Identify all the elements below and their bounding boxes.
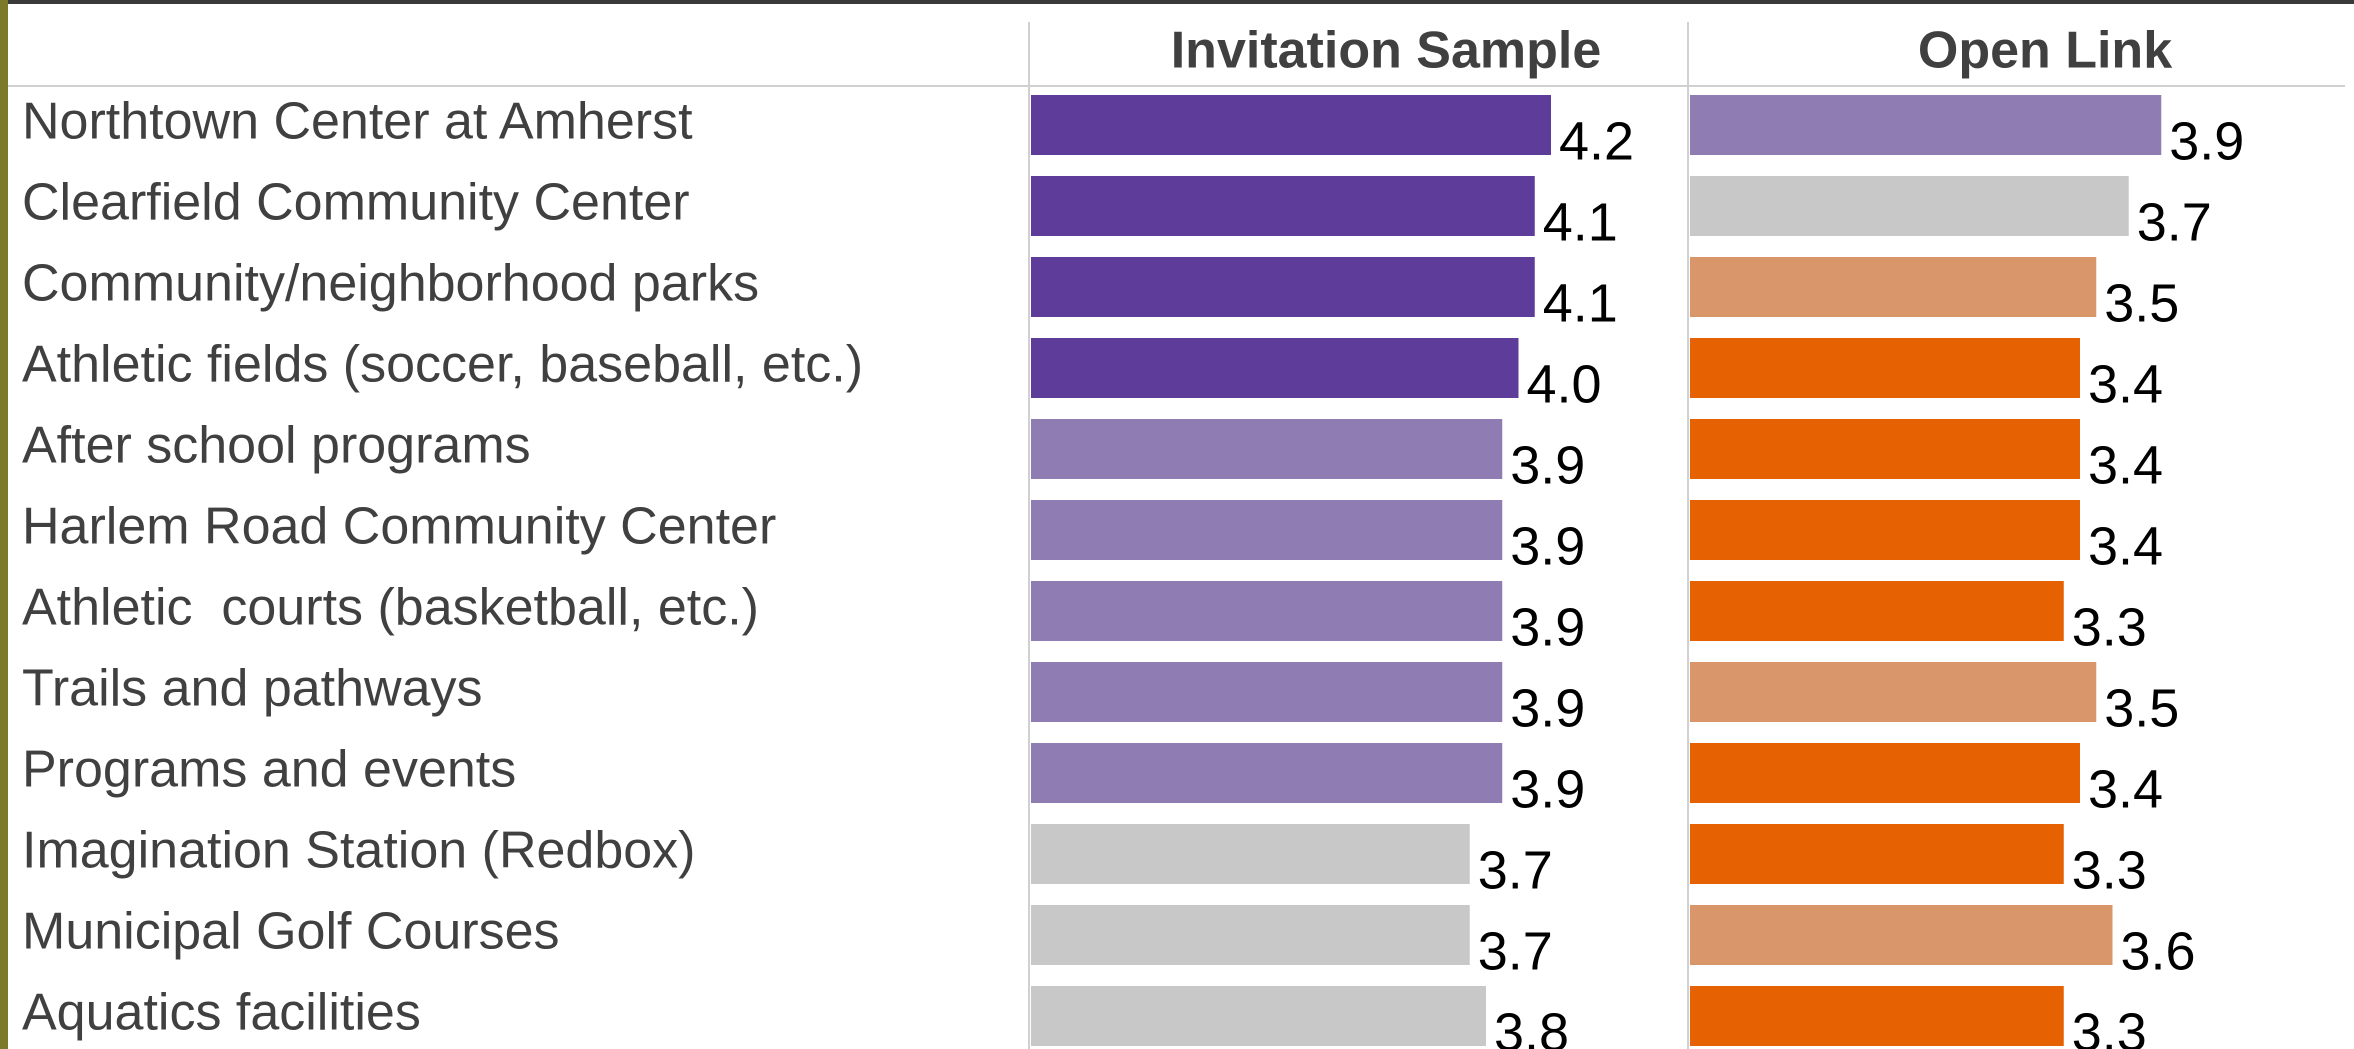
data-label: 4.2 bbox=[1559, 111, 1634, 171]
data-label: 3.8 bbox=[1494, 1002, 1569, 1049]
bar bbox=[1031, 338, 1519, 398]
category-label: Athletic courts (basketball, etc.) bbox=[22, 579, 759, 637]
data-label: 3.9 bbox=[1510, 516, 1585, 576]
bar bbox=[1690, 500, 2080, 560]
data-label: 3.9 bbox=[1510, 435, 1585, 495]
data-label: 3.4 bbox=[2088, 759, 2163, 819]
top-border bbox=[0, 0, 2354, 4]
category-label: Athletic fields (soccer, baseball, etc.) bbox=[22, 336, 863, 394]
data-label: 3.7 bbox=[1478, 921, 1553, 981]
series-header: Invitation Sample bbox=[1171, 22, 1602, 80]
category-label: Harlem Road Community Center bbox=[22, 498, 776, 556]
bar bbox=[1690, 257, 2097, 317]
data-label: 4.1 bbox=[1543, 273, 1618, 333]
category-label: Clearfield Community Center bbox=[22, 174, 690, 232]
category-label: Trails and pathways bbox=[22, 660, 483, 718]
bar bbox=[1031, 176, 1535, 236]
data-label: 3.5 bbox=[2104, 678, 2179, 738]
data-label: 3.5 bbox=[2104, 273, 2179, 333]
data-label: 3.7 bbox=[1478, 840, 1553, 900]
bar bbox=[1031, 743, 1503, 803]
category-label: Northtown Center at Amherst bbox=[22, 93, 693, 151]
bar bbox=[1031, 662, 1503, 722]
data-label: 3.9 bbox=[1510, 759, 1585, 819]
bar bbox=[1690, 905, 2113, 965]
bar bbox=[1690, 95, 2162, 155]
data-label: 4.0 bbox=[1527, 354, 1602, 414]
category-label: After school programs bbox=[22, 417, 531, 475]
series-header: Open Link bbox=[1918, 22, 2172, 80]
data-label: 3.9 bbox=[1510, 678, 1585, 738]
data-label: 3.4 bbox=[2088, 516, 2163, 576]
category-label: Programs and events bbox=[22, 741, 516, 799]
bar bbox=[1690, 824, 2064, 884]
category-label: Municipal Golf Courses bbox=[22, 903, 560, 961]
bar bbox=[1031, 986, 1486, 1046]
data-label: 3.3 bbox=[2072, 840, 2147, 900]
category-label: Community/neighborhood parks bbox=[22, 255, 759, 313]
data-label: 3.3 bbox=[2072, 1002, 2147, 1049]
bar bbox=[1690, 176, 2129, 236]
data-label: 4.1 bbox=[1543, 192, 1618, 252]
data-label: 3.9 bbox=[2169, 111, 2244, 171]
bar bbox=[1690, 662, 2097, 722]
bar bbox=[1031, 257, 1535, 317]
data-label: 3.9 bbox=[1510, 597, 1585, 657]
bar bbox=[1690, 986, 2064, 1046]
category-label: Imagination Station (Redbox) bbox=[22, 822, 696, 880]
data-label: 3.3 bbox=[2072, 597, 2147, 657]
data-label: 3.4 bbox=[2088, 354, 2163, 414]
bar bbox=[1031, 419, 1503, 479]
bar bbox=[1690, 743, 2080, 803]
bar bbox=[1690, 581, 2064, 641]
bar bbox=[1690, 338, 2080, 398]
bar bbox=[1031, 824, 1470, 884]
data-label: 3.6 bbox=[2121, 921, 2196, 981]
bar bbox=[1031, 95, 1551, 155]
bar bbox=[1690, 419, 2080, 479]
bar bbox=[1031, 905, 1470, 965]
data-label: 3.7 bbox=[2137, 192, 2212, 252]
bar bbox=[1031, 581, 1503, 641]
category-label: Aquatics facilities bbox=[22, 984, 421, 1042]
data-label: 3.4 bbox=[2088, 435, 2163, 495]
bar bbox=[1031, 500, 1503, 560]
left-border bbox=[0, 0, 8, 1049]
